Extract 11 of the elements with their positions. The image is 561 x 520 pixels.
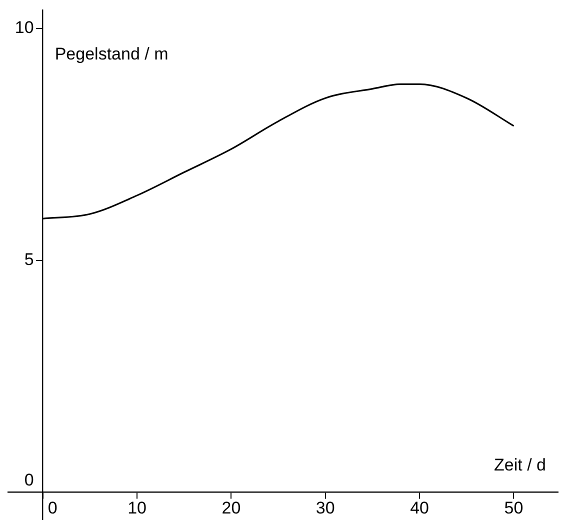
x-tick-label: 50 — [504, 498, 524, 518]
x-tick-label: 10 — [128, 498, 146, 518]
x-tick-label: 0 — [48, 498, 58, 518]
y-tick-label: 5 — [24, 250, 34, 270]
y-tick-label: 0 — [24, 470, 34, 490]
x-axis-title: Zeit / d — [494, 455, 546, 474]
x-tick-label: 40 — [410, 498, 430, 518]
x-tick-label: 20 — [222, 498, 241, 518]
y-tick-label: 10 — [14, 18, 34, 38]
y-axis-title: Pegelstand / m — [54, 44, 168, 64]
x-tick-label: 30 — [316, 498, 335, 518]
